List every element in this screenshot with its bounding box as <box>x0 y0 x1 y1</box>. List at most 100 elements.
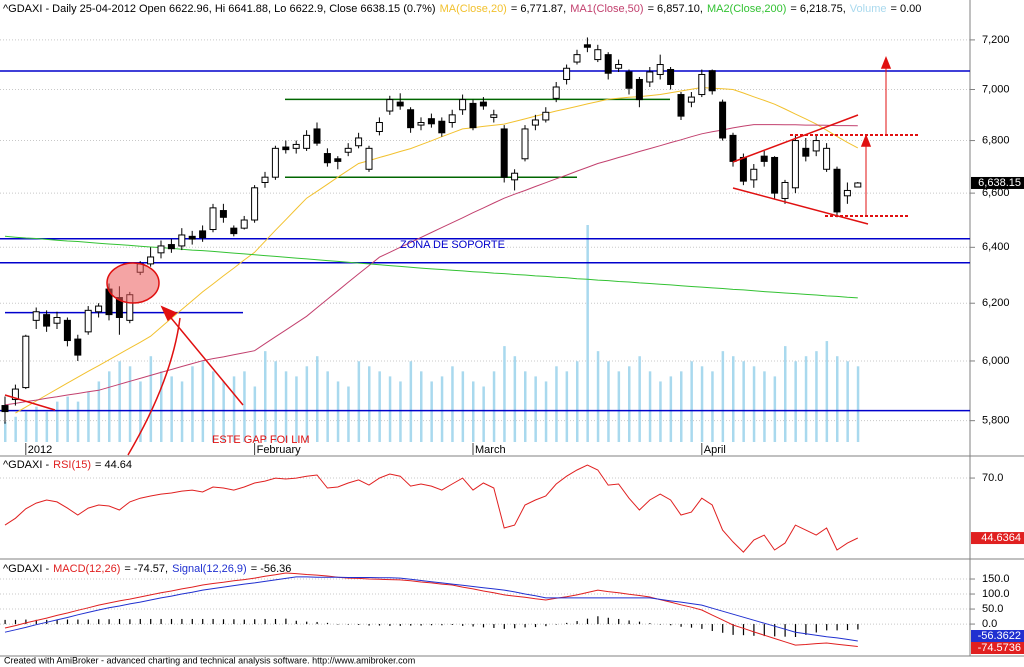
volume-bar <box>139 381 142 442</box>
histogram-bar <box>358 624 360 625</box>
candle-body <box>625 71 633 89</box>
candle-body <box>344 147 352 153</box>
histogram-bar <box>774 624 776 637</box>
x-tick-label: 2012 <box>28 444 52 456</box>
histogram-bar <box>87 619 89 625</box>
candle-body <box>469 102 477 129</box>
volume-bar <box>56 401 59 442</box>
histogram-bar <box>670 624 672 626</box>
volume-bar <box>76 401 80 442</box>
volume-bar <box>45 411 49 442</box>
histogram-bar <box>118 618 121 625</box>
histogram-bar <box>514 624 516 629</box>
histogram-bar <box>254 619 256 625</box>
histogram-bar <box>503 624 505 629</box>
histogram-bar <box>139 618 141 625</box>
histogram-bar <box>805 624 807 635</box>
candle-body <box>11 388 19 401</box>
candle-body <box>386 99 394 112</box>
volume-bar <box>461 371 465 442</box>
volume-bar <box>420 371 423 442</box>
candle-body <box>823 147 831 170</box>
volume-bar <box>482 386 485 442</box>
volume-bar <box>149 356 153 442</box>
histogram-bar <box>430 624 433 626</box>
histogram-bar <box>441 624 443 626</box>
indicator-line <box>4 464 859 553</box>
header-part: = 0.00 <box>890 3 921 15</box>
x-tick-label: March <box>475 444 506 456</box>
volume-bar <box>815 351 818 442</box>
candle-body <box>511 172 519 181</box>
candle-body <box>448 114 456 124</box>
volume-bar <box>628 366 631 442</box>
histogram-bar <box>77 619 79 625</box>
value-tag <box>971 641 1024 654</box>
candle-body <box>667 68 675 85</box>
y-tick-label: 100.0 <box>982 588 1010 600</box>
candle-body <box>542 111 550 121</box>
volume-bar <box>14 416 17 442</box>
volume-bar <box>846 361 849 442</box>
candle-body <box>615 64 623 69</box>
candle-body <box>32 311 40 321</box>
histogram-bar <box>347 624 349 625</box>
volume-bar <box>648 371 652 442</box>
volume-bar <box>825 341 829 442</box>
volume-bar <box>160 371 163 442</box>
histogram-bar <box>472 624 474 627</box>
histogram-bar <box>545 624 547 627</box>
candle-body <box>646 71 654 83</box>
histogram-bar <box>462 624 464 626</box>
volume-bar <box>700 366 704 442</box>
histogram-bar <box>690 624 693 628</box>
candle-body <box>251 187 259 221</box>
channel-line <box>732 114 859 163</box>
candle-body <box>199 230 207 239</box>
chart-layer: 5,800 6,000 6,200 6,400 6,600 6,800 7,000 7,200… <box>0 3 1024 654</box>
candle-body <box>282 146 290 151</box>
histogram-bar <box>222 619 225 625</box>
volume-bar <box>357 361 361 442</box>
candle-body <box>719 101 727 139</box>
histogram-bar <box>160 618 162 625</box>
volume-bar <box>201 361 205 442</box>
candle-body <box>656 64 664 75</box>
volume-bar <box>388 376 392 442</box>
histogram-bar <box>285 618 287 625</box>
candle-body <box>843 189 851 197</box>
candle-body <box>677 94 685 117</box>
volume-bar <box>232 376 236 442</box>
header-part: MA(Close,20) <box>440 3 507 15</box>
histogram-bar <box>524 624 526 628</box>
value-tag <box>971 532 1024 545</box>
volume-bar <box>472 381 475 442</box>
candle-body <box>583 44 591 48</box>
arrow-line <box>161 306 244 406</box>
y-tick-label: 6,000 <box>982 355 1010 367</box>
histogram-bar <box>233 619 235 625</box>
value-tag-label: 44.6364 <box>981 532 1021 544</box>
candle-body <box>833 168 841 213</box>
histogram-bar <box>56 619 58 625</box>
candle-body <box>74 338 82 356</box>
histogram-bar <box>35 619 37 625</box>
histogram-bar <box>150 618 152 625</box>
volume-bar <box>732 356 735 442</box>
candle-body <box>427 118 435 125</box>
ma-line <box>4 235 858 299</box>
candle-body <box>178 234 186 247</box>
volume-bar <box>170 376 173 442</box>
candle-body <box>219 210 227 218</box>
candle-body <box>417 122 425 126</box>
candle-body <box>313 128 321 144</box>
header-part: MACD(12,26) <box>53 563 120 575</box>
y-tick-label: 5,800 <box>982 415 1010 427</box>
histogram-bar <box>274 618 277 625</box>
histogram-bar <box>753 624 755 636</box>
volume-bar <box>316 356 319 442</box>
candle-body <box>479 101 487 107</box>
ma-line <box>4 124 858 406</box>
histogram-bar <box>680 624 682 627</box>
volume-bar <box>804 356 808 442</box>
